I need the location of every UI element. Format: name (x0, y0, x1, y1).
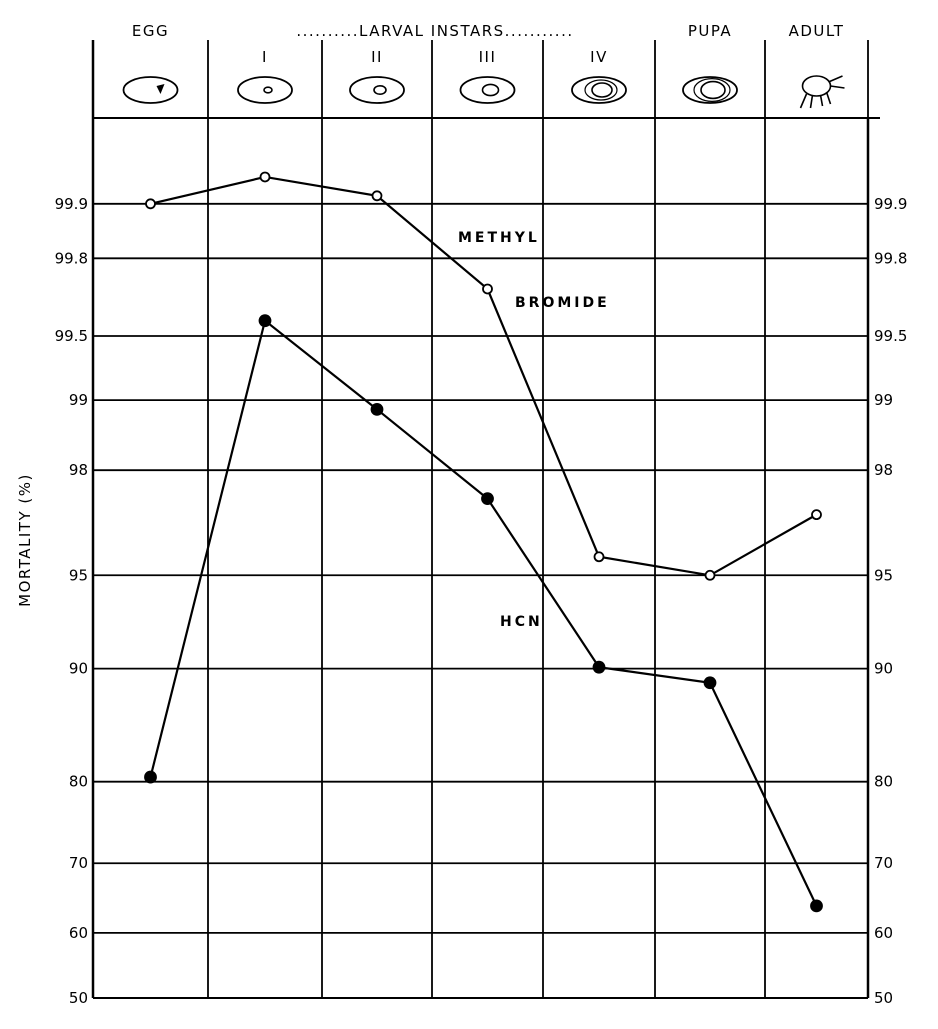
y-tick-label-right: 50 (874, 989, 893, 1007)
stage-label: ADULT (789, 22, 845, 40)
y-tick-label-left: 50 (69, 989, 88, 1007)
y-tick-label-left: 60 (69, 924, 88, 942)
stage-label: EGG (132, 22, 169, 40)
series-label-hcn: HCN (500, 614, 543, 630)
data-point-methyl-bromide (371, 190, 383, 202)
series-label-methyl: METHYL (458, 230, 540, 246)
y-tick-label-left: 99 (69, 391, 88, 409)
larva-instar-4-icon (571, 76, 627, 104)
instar-label: IV (590, 48, 608, 66)
larval-instars-label: ..........LARVAL INSTARS........... (296, 22, 573, 40)
data-point-hcn (592, 660, 606, 674)
larva-outline (700, 80, 726, 100)
y-tick-label-right: 99.5 (874, 327, 907, 345)
y-tick-label-right: 98 (874, 461, 893, 479)
larva-outline (373, 85, 387, 95)
data-point-hcn (481, 492, 494, 506)
cavity-outline (584, 79, 618, 101)
larva-instar-2-icon (349, 76, 405, 104)
egg-mark (156, 84, 165, 94)
data-point-hcn (144, 770, 157, 784)
pupa-icon (682, 76, 738, 104)
weevil-legs (799, 75, 845, 109)
series (144, 171, 823, 913)
y-tick-label-left: 70 (69, 854, 88, 872)
grid (91, 40, 880, 999)
data-point-methyl-bromide (145, 198, 156, 210)
series-line-hcn (149, 318, 818, 907)
y-axis-label: MORTALITY (%) (16, 473, 34, 607)
data-point-hcn (810, 899, 823, 913)
egg-icon (122, 76, 179, 104)
y-tick-label-right: 80 (874, 773, 893, 791)
kernel-outline (349, 76, 405, 104)
data-point-methyl-bromide (259, 171, 271, 183)
instar-label: I (262, 48, 268, 66)
y-tick-label-left: 80 (69, 773, 88, 791)
kernel-outline (459, 76, 516, 104)
data-point-methyl-bromide (482, 283, 493, 295)
larva-outline (481, 83, 500, 97)
stage-label: PUPA (688, 22, 732, 40)
larva-outline (591, 82, 613, 98)
data-point-methyl-bromide (593, 551, 605, 563)
y-tick-label-right: 90 (874, 660, 893, 678)
y-tick-label-left: 99.5 (55, 327, 88, 345)
kernel-outline (682, 76, 738, 104)
y-tick-label-right: 70 (874, 854, 893, 872)
y-tick-label-left: 99.8 (55, 249, 88, 267)
data-point-hcn (370, 402, 384, 416)
y-tick-label-right: 60 (874, 924, 893, 942)
adult-weevil-icon (799, 75, 845, 109)
y-tick-label-left: 90 (69, 660, 88, 678)
y-tick-label-right: 95 (874, 566, 893, 584)
instar-label: II (371, 48, 383, 66)
kernel-outline (122, 76, 179, 104)
data-point-hcn (258, 314, 272, 328)
y-tick-label-left: 95 (69, 566, 88, 584)
series-label-bromide: BROMIDE (515, 295, 610, 311)
larva-outline (263, 86, 273, 94)
stage-header: ..........LARVAL INSTARS........... EGG P… (122, 22, 845, 109)
larva-instar-1-icon (237, 76, 293, 104)
data-point-methyl-bromide (811, 509, 822, 521)
y-tick-label-right: 99 (874, 391, 893, 409)
cavity-outline (693, 78, 731, 102)
kernel-outline (237, 76, 293, 104)
kernel-outline (571, 76, 627, 104)
data-point-methyl-bromide (704, 569, 716, 581)
instar-label: III (479, 48, 497, 66)
y-tick-labels: 50 50 60 60 70 70 80 80 90 90 95 95 98 98 99 99 99.5 99.5… (55, 195, 908, 1007)
data-point-hcn (703, 676, 717, 690)
y-tick-label-right: 99.9 (874, 195, 907, 213)
y-tick-label-right: 99.8 (874, 249, 907, 267)
y-tick-label-left: 98 (69, 461, 88, 479)
larva-instar-3-icon (459, 76, 516, 104)
y-tick-label-left: 99.9 (55, 195, 88, 213)
